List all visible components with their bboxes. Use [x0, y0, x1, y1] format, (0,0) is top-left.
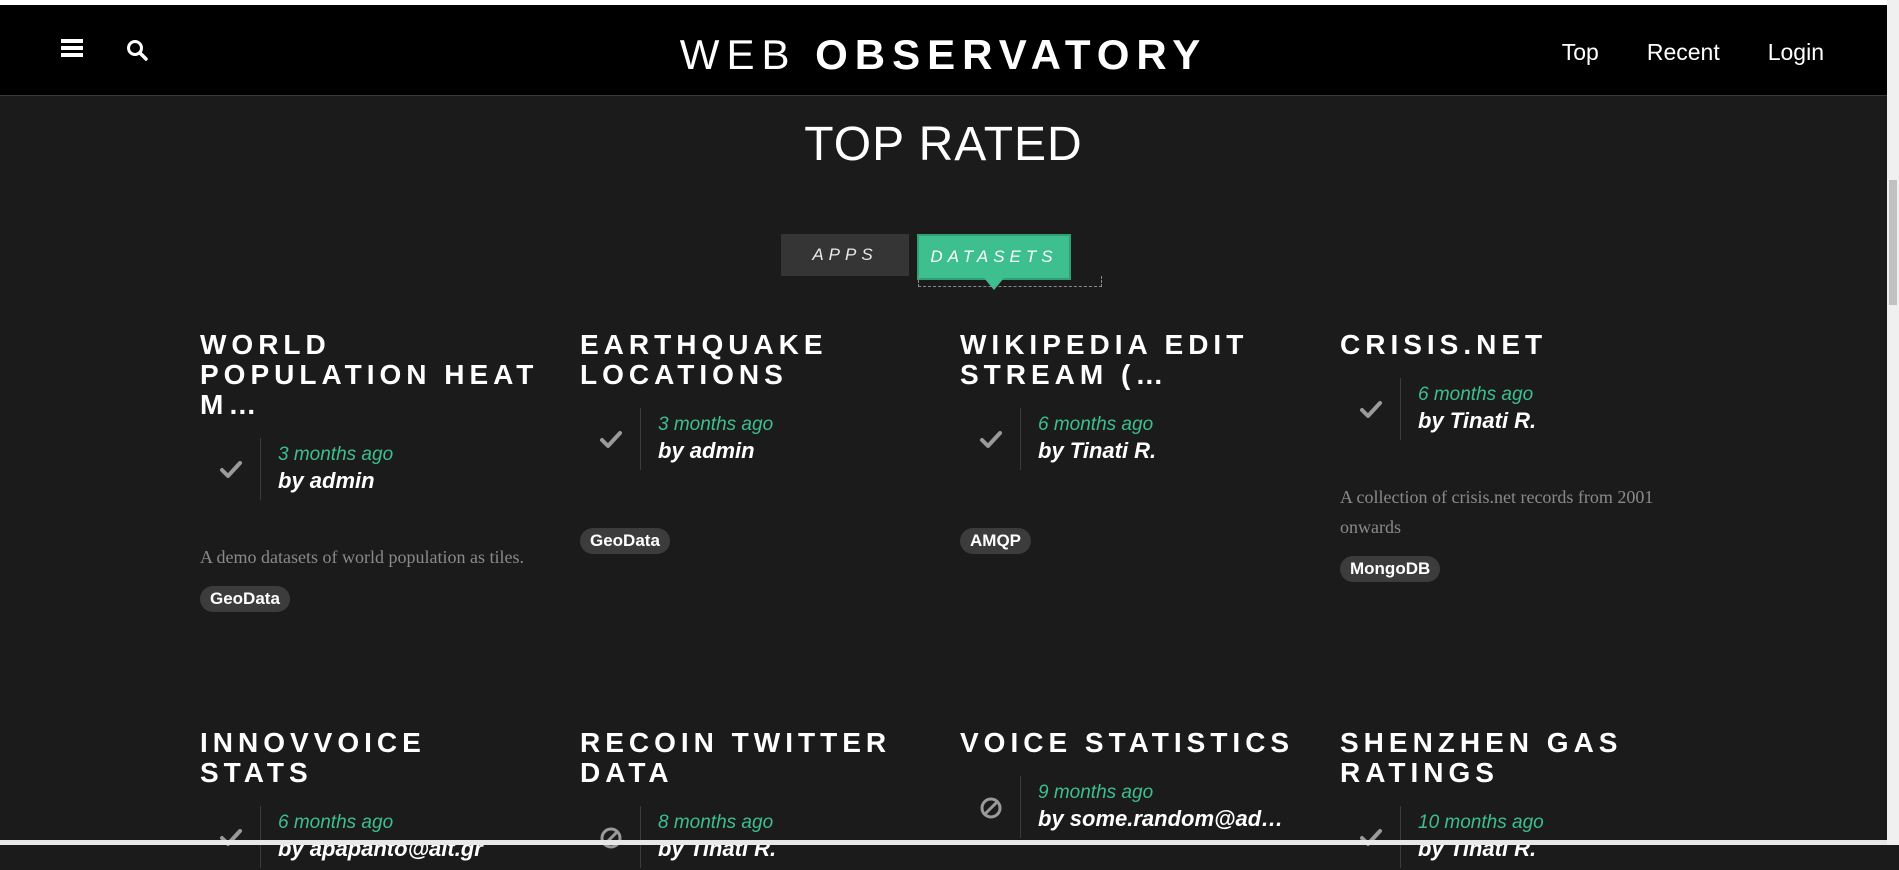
- card-meta: 6 months ago by Tinati R.: [1340, 378, 1680, 442]
- meta-divider: [1400, 806, 1401, 868]
- meta-divider: [1020, 776, 1021, 838]
- dataset-card[interactable]: CRISIS.NET 6 months ago by Tinati R. A coll…: [1340, 330, 1680, 582]
- card-title[interactable]: WORLD POPULATION HEAT M…: [200, 329, 539, 420]
- site-brand[interactable]: WEB OBSERVATORY: [0, 31, 1887, 79]
- card-title[interactable]: EARTHQUAKE LOCATIONS: [580, 329, 828, 390]
- card-time: 3 months ago: [658, 414, 774, 435]
- meta-divider: [1400, 378, 1401, 440]
- search-icon[interactable]: [126, 39, 148, 66]
- card-time: 3 months ago: [278, 444, 394, 465]
- card-meta: 9 months ago by some.random@ad…: [960, 776, 1300, 840]
- vertical-scrollbar[interactable]: [1887, 0, 1899, 845]
- card-title[interactable]: RECOIN TWITTER DATA: [580, 727, 892, 788]
- dataset-card[interactable]: SHENZHEN GAS RATINGS 10 months ago by Tina…: [1340, 728, 1680, 870]
- card-tag[interactable]: AMQP: [960, 528, 1031, 554]
- card-tag[interactable]: MongoDB: [1340, 556, 1441, 582]
- dataset-card[interactable]: WORLD POPULATION HEAT M… 3 months ago by a…: [200, 330, 540, 612]
- card-meta: 3 months ago by admin: [580, 408, 920, 472]
- check-icon: [216, 455, 246, 485]
- hamburger-menu-icon[interactable]: [61, 38, 83, 63]
- card-title[interactable]: INNOVVOICE STATS: [200, 727, 426, 788]
- card-author[interactable]: by Tinati R.: [1418, 408, 1537, 433]
- tab-datasets[interactable]: DATASETS: [917, 234, 1071, 290]
- dataset-card[interactable]: EARTHQUAKE LOCATIONS 3 months ago by admin…: [580, 330, 920, 554]
- check-icon: [1356, 395, 1386, 425]
- dataset-card[interactable]: WIKIPEDIA EDIT STREAM (… 6 months ago by T…: [960, 330, 1300, 554]
- check-icon: [1356, 823, 1386, 853]
- card-time: 10 months ago: [1418, 812, 1544, 833]
- card-time: 6 months ago: [1038, 414, 1154, 435]
- card-meta: 6 months ago by Tinati R.: [960, 408, 1300, 472]
- card-description: A collection of crisis.net records from …: [1340, 487, 1654, 537]
- card-tag[interactable]: GeoData: [200, 586, 290, 612]
- card-author[interactable]: by Tinati R.: [1038, 438, 1157, 463]
- card-title[interactable]: CRISIS.NET: [1340, 329, 1548, 360]
- tab-focus-outline: [918, 276, 1102, 287]
- card-tag[interactable]: GeoData: [580, 528, 670, 554]
- card-title[interactable]: VOICE STATISTICS: [960, 727, 1295, 758]
- meta-divider: [1020, 408, 1021, 470]
- card-time: 9 months ago: [1038, 782, 1154, 803]
- nav-link-login[interactable]: Login: [1767, 39, 1824, 65]
- card-time: 6 months ago: [278, 812, 394, 833]
- card-time: 6 months ago: [1418, 384, 1534, 405]
- check-icon: [976, 425, 1006, 455]
- dataset-card[interactable]: VOICE STATISTICS 9 months ago by some.rand…: [960, 728, 1300, 840]
- blocked-icon: [976, 793, 1006, 823]
- page-title: TOP RATED: [804, 118, 1083, 171]
- card-meta: 10 months ago by Tinati R.: [1340, 806, 1680, 870]
- card-author[interactable]: by some.random@ad…: [1038, 806, 1284, 831]
- meta-divider: [640, 806, 641, 868]
- blocked-icon: [596, 823, 626, 853]
- card-author[interactable]: by admin: [658, 438, 755, 463]
- window-top-edge: [0, 0, 1887, 5]
- meta-divider: [640, 408, 641, 470]
- brand-bold: OBSERVATORY: [815, 31, 1208, 78]
- meta-divider: [260, 806, 261, 868]
- nav-link-recent[interactable]: Recent: [1646, 39, 1720, 65]
- card-author[interactable]: by admin: [278, 468, 375, 493]
- card-meta: 8 months ago by Tinati R.: [580, 806, 920, 870]
- scrollbar-thumb[interactable]: [1889, 180, 1897, 305]
- dataset-card[interactable]: RECOIN TWITTER DATA 8 months ago by Tinati…: [580, 728, 920, 870]
- window-bottom-edge: [0, 840, 1887, 845]
- navbar: WEB OBSERVATORY Top Recent Login: [0, 5, 1887, 96]
- check-icon: [216, 823, 246, 853]
- card-meta: 3 months ago by admin: [200, 438, 540, 502]
- brand-light: WEB: [679, 31, 816, 78]
- dataset-card[interactable]: INNOVVOICE STATS 6 months ago by apapanto@…: [200, 728, 540, 870]
- card-title[interactable]: WIKIPEDIA EDIT STREAM (…: [960, 329, 1249, 390]
- nav-links: Top Recent Login: [1562, 39, 1824, 66]
- card-description: A demo datasets of world population as t…: [200, 547, 524, 567]
- tab-switcher: APPS DATASETS: [781, 234, 1071, 290]
- card-time: 8 months ago: [658, 812, 774, 833]
- nav-link-top[interactable]: Top: [1561, 39, 1599, 65]
- meta-divider: [260, 438, 261, 500]
- card-title[interactable]: SHENZHEN GAS RATINGS: [1340, 727, 1623, 788]
- check-icon: [596, 425, 626, 455]
- card-meta: 6 months ago by apapanto@ait.gr: [200, 806, 540, 870]
- tab-apps[interactable]: APPS: [781, 234, 909, 276]
